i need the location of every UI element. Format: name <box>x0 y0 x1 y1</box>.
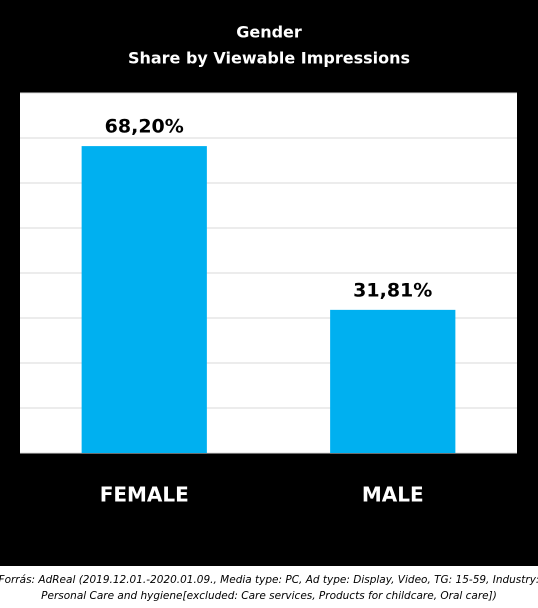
bar <box>81 146 207 453</box>
bar <box>330 309 456 453</box>
data-label: 31,81% <box>353 279 432 301</box>
x-tick-label: FEMALE <box>100 483 189 507</box>
footnote: Forrás: AdReal (2019.12.01.-2020.01.09.,… <box>0 574 538 586</box>
chart-subtitle: Share by Viewable Impressions <box>128 49 410 68</box>
footnote: Personal Care and hygiene[excluded: Care… <box>41 590 497 602</box>
x-tick-label: MALE <box>362 483 424 507</box>
data-label: 68,20% <box>105 116 184 138</box>
chart-title: Gender <box>236 23 302 42</box>
